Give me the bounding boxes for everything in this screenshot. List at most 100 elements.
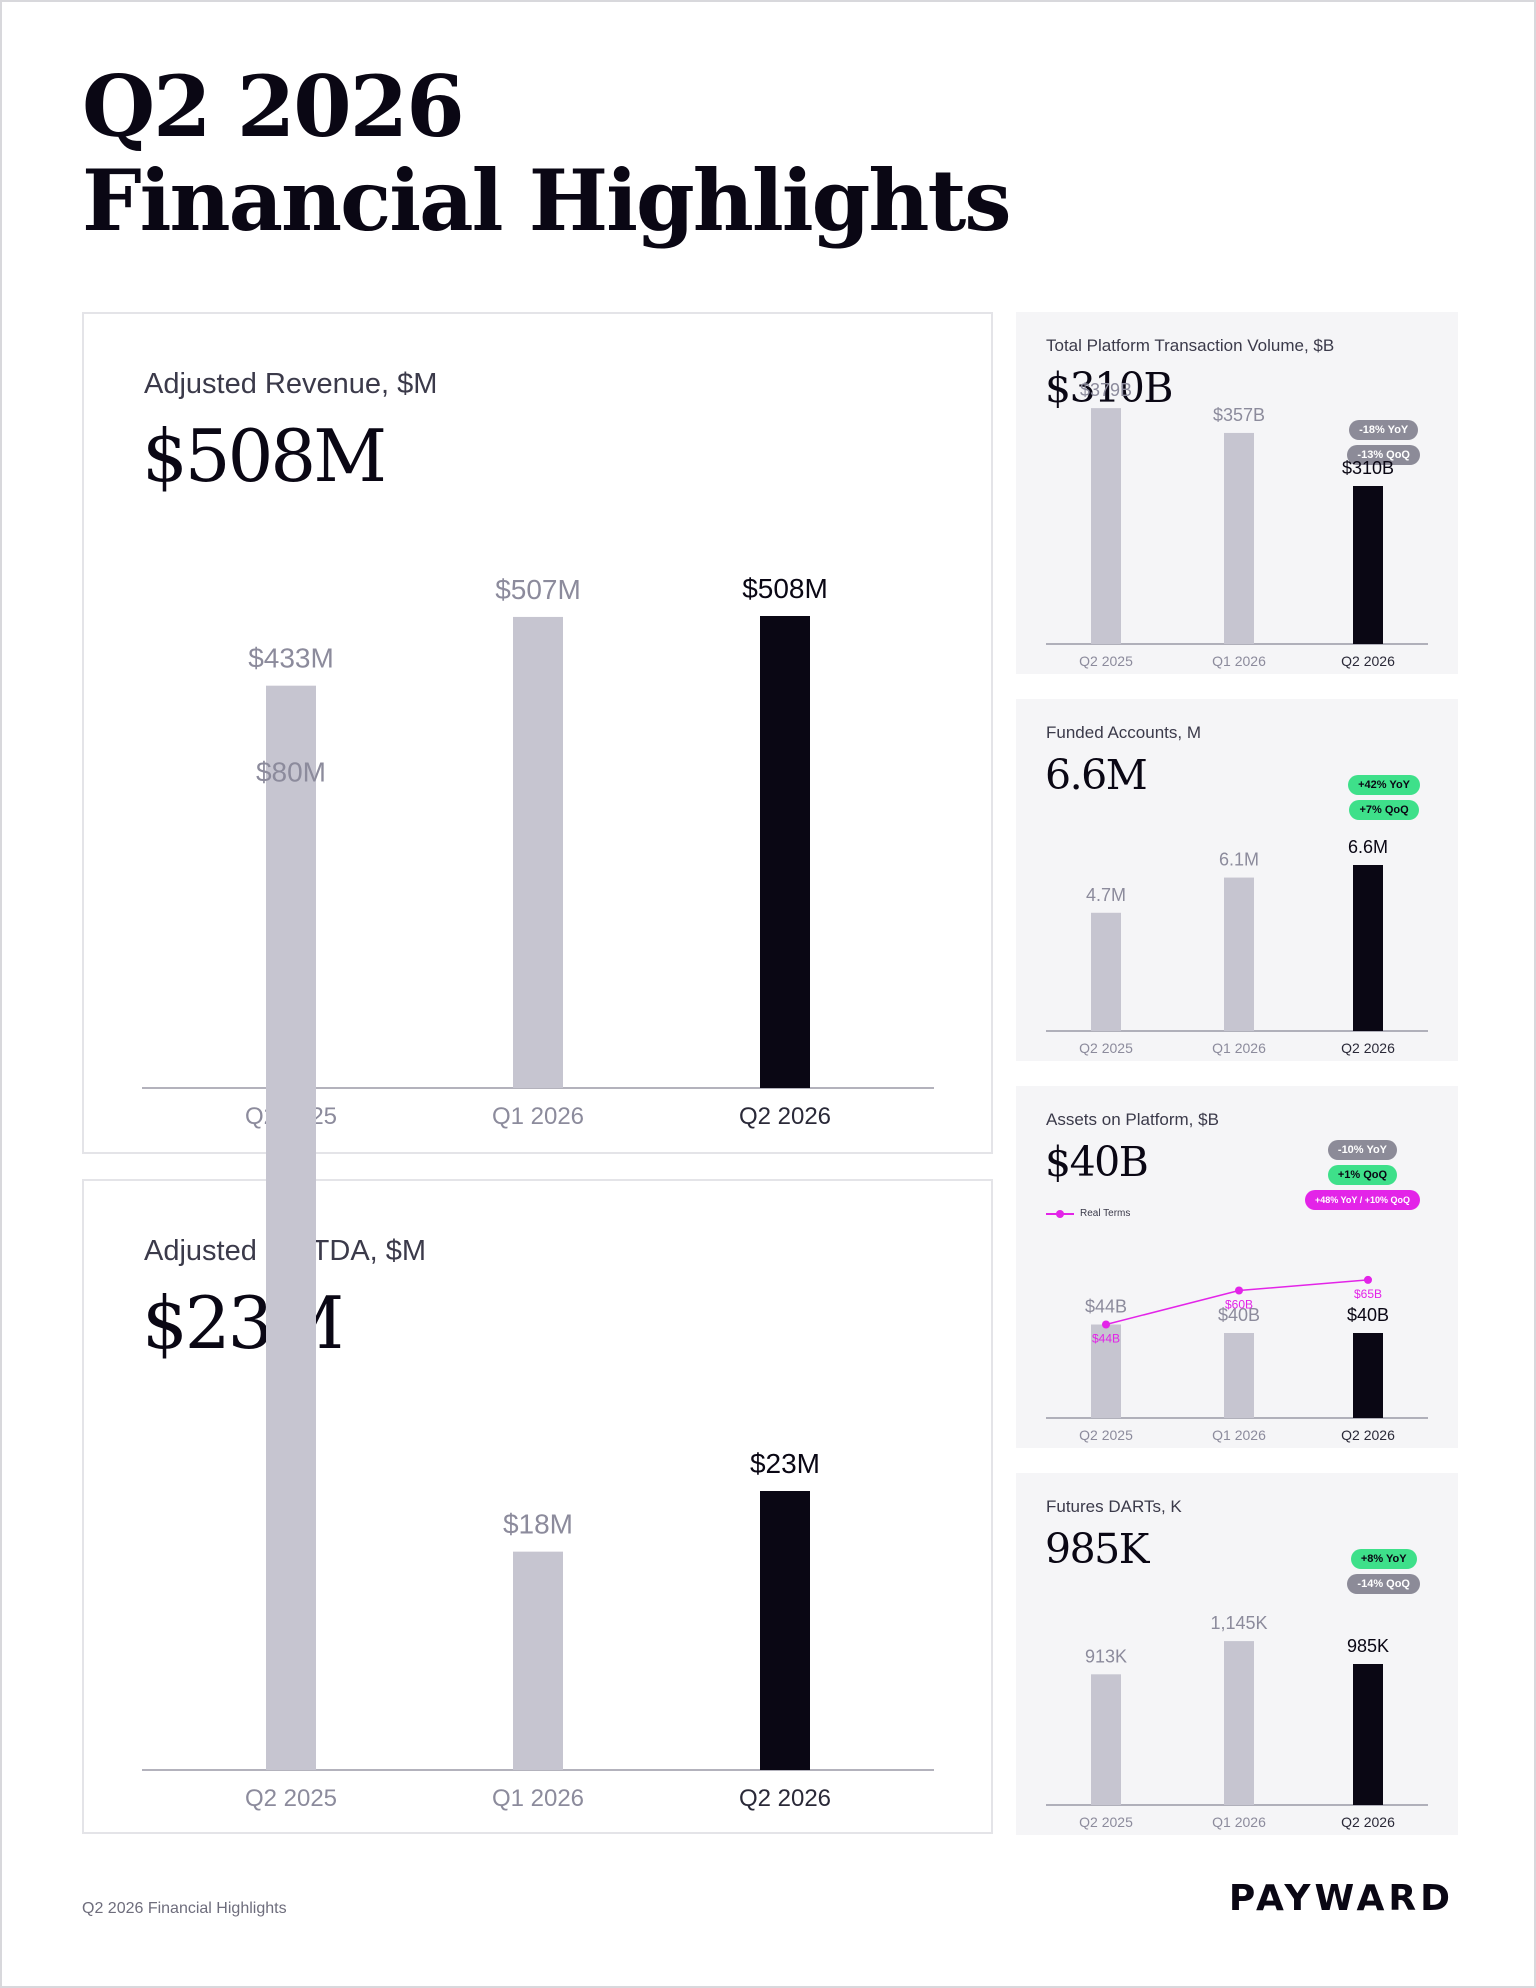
volume-yoy-badge: -18% YoY — [1349, 420, 1419, 440]
chart-bar — [1091, 408, 1121, 644]
chart-tick-label: Q2 2025 — [1079, 1040, 1133, 1056]
payward-logo: PAYWARD — [1228, 1878, 1454, 1919]
assets-value: $40B — [1045, 1138, 1149, 1186]
assets-badges: -10% YoY +1% QoQ +48% YoY / +10% QoQ — [1304, 1140, 1420, 1210]
chart-bar — [1224, 1641, 1254, 1805]
chart-bar-label: 6.6M — [1348, 837, 1388, 857]
ebitda-chart: $80M Q2 2025 $18M Q1 2026 $23M Q2 2026 — [142, 757, 934, 1812]
real-terms-legend-label: Real Terms — [1080, 1208, 1131, 1219]
accounts-yoy-badge: +42% YoY — [1348, 775, 1420, 795]
chart-tick-label: Q2 2025 — [245, 1785, 337, 1812]
chart-bar — [1353, 486, 1383, 644]
chart-tick-label: Q1 2026 — [1212, 1040, 1266, 1056]
chart-bar — [1353, 865, 1383, 1031]
darts-yoy-badge: +8% YoY — [1350, 1549, 1417, 1569]
chart-bar — [513, 1551, 563, 1770]
chart-bar — [1091, 1674, 1121, 1805]
real-terms-point — [1102, 1320, 1110, 1329]
page-title: Q2 2026 Financial Highlights — [82, 57, 1012, 250]
chart-bar-label: 985K — [1347, 1636, 1389, 1656]
chart-tick-label: Q2 2026 — [739, 1103, 831, 1130]
assets-card: Assets on Platform, $B $40B Real Terms -… — [1016, 1086, 1458, 1448]
real-terms-point — [1364, 1275, 1372, 1284]
chart-tick-label: Q1 2026 — [1212, 1427, 1266, 1443]
page-title-line2: Financial Highlights — [82, 151, 1012, 250]
chart-tick-label: Q2 2026 — [739, 1785, 831, 1812]
real-terms-point — [1235, 1286, 1243, 1295]
real-terms-point-label: $65B — [1354, 1287, 1382, 1301]
volume-qoq-badge: -13% QoQ — [1347, 445, 1420, 465]
darts-badges: +8% YoY -14% QoQ — [1347, 1549, 1420, 1594]
chart-bar-label: $40B — [1218, 1305, 1260, 1325]
assets-chart: $44B Q2 2025 $40B Q1 2026 $40B Q2 2026 $44B $60… — [1046, 1275, 1428, 1443]
accounts-card: Funded Accounts, M 6.6M +42% YoY +7% QoQ… — [1016, 699, 1458, 1061]
volume-badges: -18% YoY -13% QoQ — [1347, 420, 1420, 465]
chart-bar — [1091, 912, 1121, 1031]
chart-bar-label: 913K — [1085, 1646, 1127, 1666]
chart-tick-label: Q1 2026 — [492, 1103, 584, 1130]
chart-bar-label: $310B — [1342, 458, 1394, 478]
accounts-label: Funded Accounts, M — [1046, 723, 1201, 742]
page-title-line1: Q2 2026 — [82, 57, 465, 156]
chart-tick-label: Q1 2026 — [1212, 1814, 1266, 1830]
darts-value: 985K — [1045, 1525, 1149, 1573]
chart-bar — [266, 799, 316, 1770]
darts-chart: 913K Q2 2025 1,145K Q1 2026 985K Q2 2026 — [1046, 1613, 1428, 1830]
chart-bar — [1091, 1324, 1121, 1418]
chart-bar — [1224, 877, 1254, 1031]
chart-bar — [1224, 1333, 1254, 1418]
real-terms-legend-swatch — [1046, 1209, 1074, 1218]
accounts-qoq-badge: +7% QoQ — [1349, 800, 1419, 820]
volume-value: $310B — [1045, 364, 1173, 412]
chart-bar-label: $508M — [742, 573, 828, 604]
chart-bar-label: 4.7M — [1086, 885, 1126, 905]
assets-yoy-badge: -10% YoY — [1327, 1140, 1398, 1160]
chart-bar-label: $23M — [750, 1448, 820, 1479]
chart-bar-label: $433M — [248, 643, 334, 674]
chart-tick-label: Q2 2026 — [1341, 1040, 1395, 1056]
accounts-badges: +42% YoY +7% QoQ — [1348, 775, 1420, 820]
chart-bar-label: 6.1M — [1219, 850, 1259, 870]
chart-bar — [1224, 432, 1254, 644]
assets-label: Assets on Platform, $B — [1046, 1110, 1219, 1129]
chart-bar-label: $80M — [256, 757, 326, 788]
ebitda-card: Adjusted EBITDA, $M $23M $80M Q2 2025 $18M… — [82, 757, 993, 1834]
chart-bar — [760, 1491, 810, 1770]
volume-label: Total Platform Transaction Volume, $B — [1046, 336, 1335, 355]
chart-bar — [760, 616, 810, 1088]
volume-card: Total Platform Transaction Volume, $B $3… — [1016, 312, 1458, 674]
chart-tick-label: Q1 2026 — [492, 1785, 584, 1812]
footer-text: Q2 2026 Financial Highlights — [82, 1900, 287, 1917]
chart-tick-label: Q2 2025 — [1079, 653, 1133, 669]
assets-legend: Real Terms — [1046, 1208, 1130, 1219]
chart-bar-label: $18M — [503, 1509, 573, 1540]
real-terms-point-label: $44B — [1092, 1332, 1120, 1346]
chart-tick-label: Q2 2026 — [1341, 1427, 1395, 1443]
darts-qoq-badge: -14% QoQ — [1347, 1574, 1420, 1594]
real-terms-point-label: $60B — [1225, 1298, 1253, 1312]
revenue-label: Adjusted Revenue, $M — [144, 368, 438, 400]
assets-qoq-badge: +1% QoQ — [1327, 1165, 1398, 1185]
chart-bar — [1353, 1664, 1383, 1805]
darts-label: Futures DARTs, K — [1046, 1497, 1182, 1516]
chart-bar-label: $44B — [1085, 1297, 1127, 1317]
chart-bar-label: $379B — [1080, 380, 1132, 400]
darts-card: Futures DARTs, K 985K +8% YoY -14% QoQ 9… — [1016, 1473, 1458, 1835]
volume-chart: $379B Q2 2025 $357B Q1 2026 $310B Q2 2026 — [1046, 380, 1428, 669]
chart-bar-label: 1,145K — [1210, 1613, 1267, 1633]
chart-tick-label: Q2 2025 — [1079, 1427, 1133, 1443]
chart-tick-label: Q2 2026 — [1341, 653, 1395, 669]
chart-tick-label: Q1 2026 — [1212, 653, 1266, 669]
accounts-chart: 4.7M Q2 2025 6.1M Q1 2026 6.6M Q2 2026 — [1046, 837, 1428, 1056]
chart-bar-label: $357B — [1213, 405, 1265, 425]
chart-bar-label: $507M — [495, 574, 581, 605]
chart-bar — [513, 616, 563, 1088]
chart-bar-label: $40B — [1347, 1305, 1389, 1325]
chart-bar — [1353, 1333, 1383, 1418]
chart-tick-label: Q2 2025 — [1079, 1814, 1133, 1830]
assets-real-terms-badge: +48% YoY / +10% QoQ — [1304, 1190, 1420, 1210]
revenue-value: $508M — [142, 414, 387, 498]
